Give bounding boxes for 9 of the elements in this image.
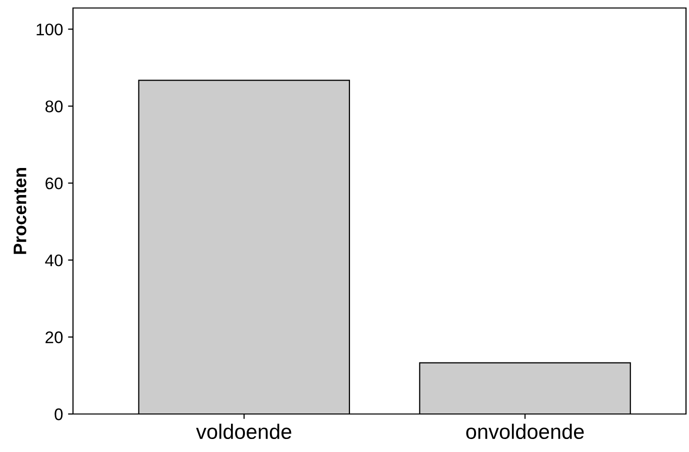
y-tick-label: 60 (46, 178, 63, 190)
y-axis-title: Procenten (14, 168, 26, 254)
y-tick-label: 80 (45, 100, 63, 112)
y-tick-label: 20 (46, 331, 63, 344)
x-tick-label: onvoldoende (466, 424, 584, 440)
y-tick-label: 100 (36, 24, 63, 36)
y-tick-label: 40 (45, 254, 63, 266)
x-tick-label: voldoende (196, 424, 292, 440)
y-tick-label: 0 (54, 408, 63, 420)
